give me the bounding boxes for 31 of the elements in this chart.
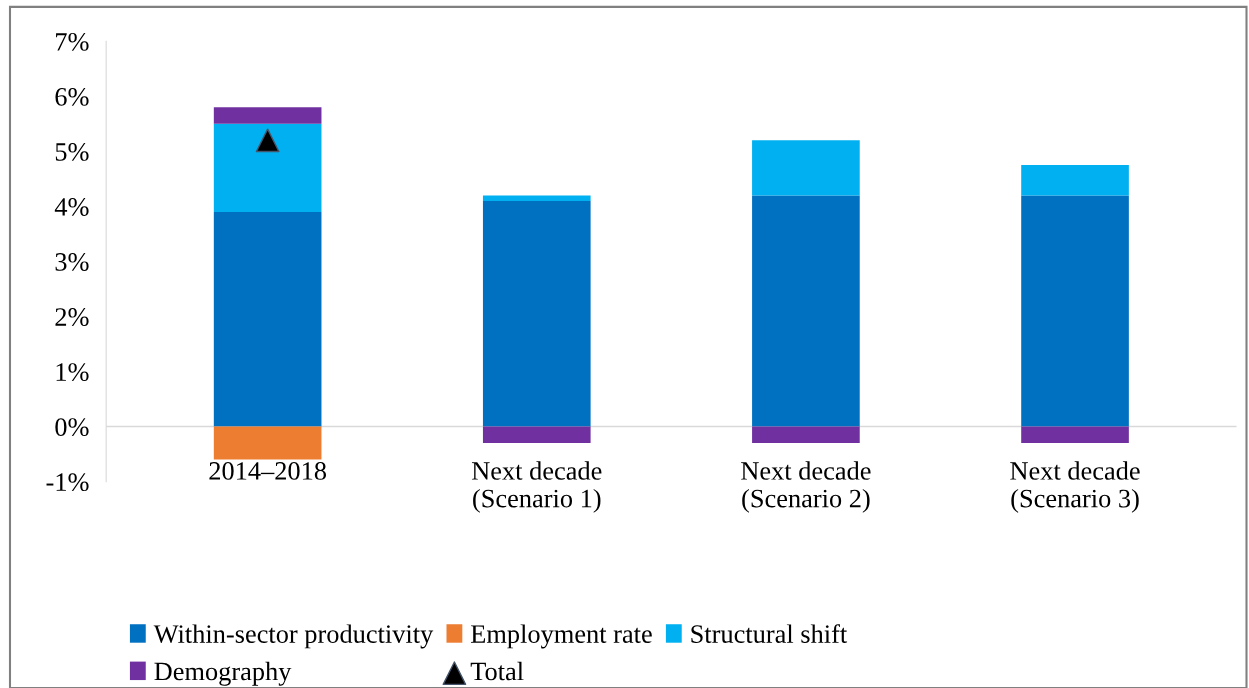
y-tick-label: 6%: [55, 87, 89, 106]
legend-label: Demography: [154, 661, 292, 686]
bar: [482, 200, 591, 427]
bar: [213, 123, 322, 212]
y-tick-label: 7%: [56, 32, 89, 51]
bar: [1021, 165, 1129, 196]
bar: [482, 195, 591, 201]
legend-label: Within-sector productivity: [153, 624, 434, 649]
x-tick-label: Next decade (Scenario 3): [1010, 461, 1140, 513]
bar: [213, 426, 322, 460]
legend-label: Structural shift: [691, 624, 848, 643]
bar: [482, 426, 591, 444]
y-tick-label: 0%: [55, 418, 89, 437]
bar: [752, 195, 860, 427]
legend-label: Employment rate: [470, 624, 652, 649]
x-tick-label: Next decade (Scenario 1): [471, 461, 602, 513]
bar: [213, 211, 322, 427]
bar: [1021, 195, 1129, 427]
legend-label: Total: [470, 661, 524, 681]
y-tick-label: 1%: [56, 363, 89, 382]
y-tick-label: 3%: [55, 253, 89, 271]
bar: [213, 107, 322, 124]
y-tick-label: 4%: [54, 198, 89, 216]
y-tick-label: 2%: [55, 308, 89, 326]
x-tick-label: 2014–2018: [209, 462, 327, 480]
x-tick-label: Next decade (Scenario 2): [741, 461, 871, 513]
y-tick-label: 5%: [55, 142, 89, 161]
bar: [1021, 426, 1129, 444]
bar: [752, 140, 860, 196]
y-tick-label: -1%: [46, 473, 89, 492]
bar: [752, 426, 860, 444]
